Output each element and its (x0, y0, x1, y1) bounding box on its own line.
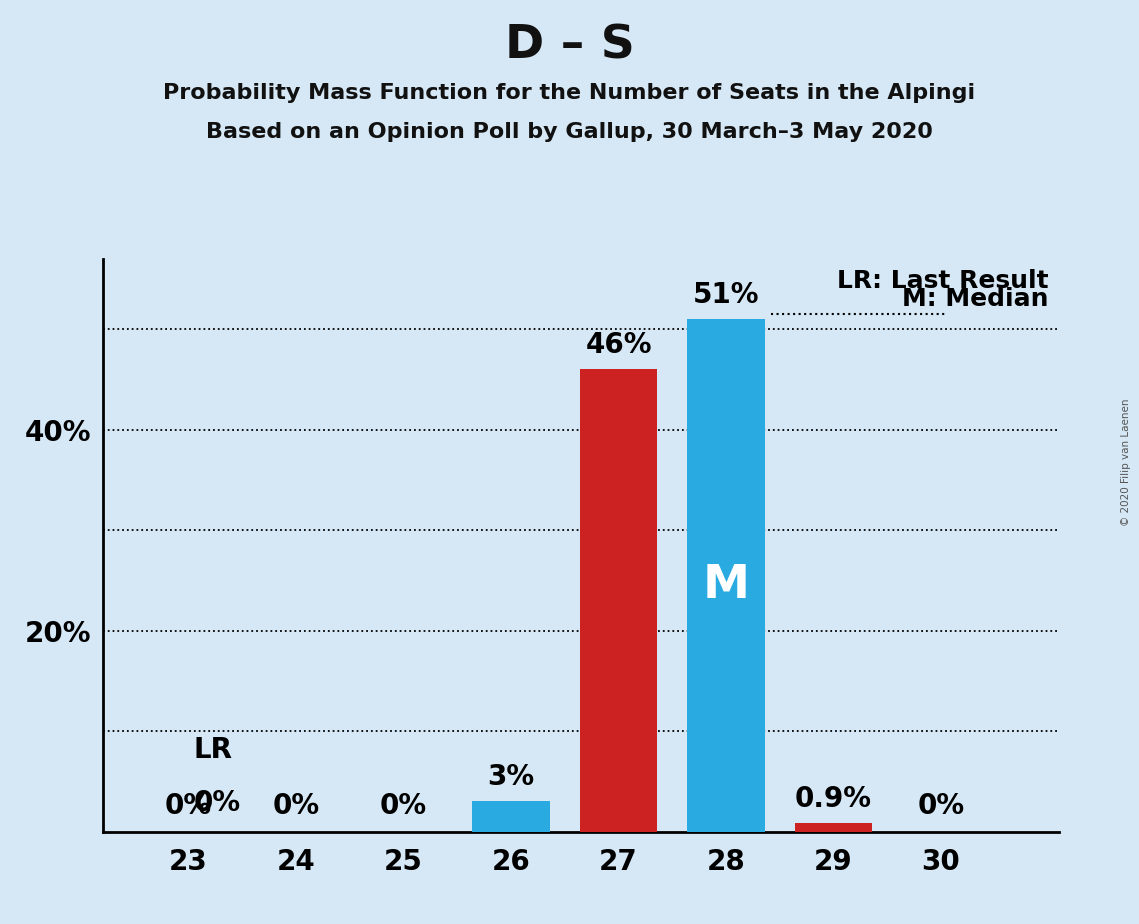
Text: 0%: 0% (917, 792, 965, 820)
Text: 0%: 0% (272, 792, 320, 820)
Text: 0.9%: 0.9% (795, 784, 872, 812)
Bar (795, 822, 872, 832)
Bar (580, 370, 657, 832)
Text: 0%: 0% (194, 788, 241, 817)
Text: 3%: 3% (487, 763, 534, 791)
Text: Based on an Opinion Poll by Gallup, 30 March–3 May 2020: Based on an Opinion Poll by Gallup, 30 M… (206, 122, 933, 142)
Text: 0%: 0% (380, 792, 427, 820)
Bar (473, 801, 550, 832)
Text: D – S: D – S (505, 23, 634, 68)
Bar (687, 319, 764, 832)
Text: 51%: 51% (693, 281, 760, 309)
Text: LR: Last Result: LR: Last Result (837, 269, 1049, 293)
Text: 0%: 0% (165, 792, 212, 820)
Text: LR: LR (194, 736, 232, 764)
Text: 46%: 46% (585, 331, 652, 359)
Text: M: M (703, 563, 749, 608)
Text: M: Median: M: Median (902, 287, 1049, 311)
Text: Probability Mass Function for the Number of Seats in the Alpingi: Probability Mass Function for the Number… (163, 83, 976, 103)
Text: © 2020 Filip van Laenen: © 2020 Filip van Laenen (1121, 398, 1131, 526)
